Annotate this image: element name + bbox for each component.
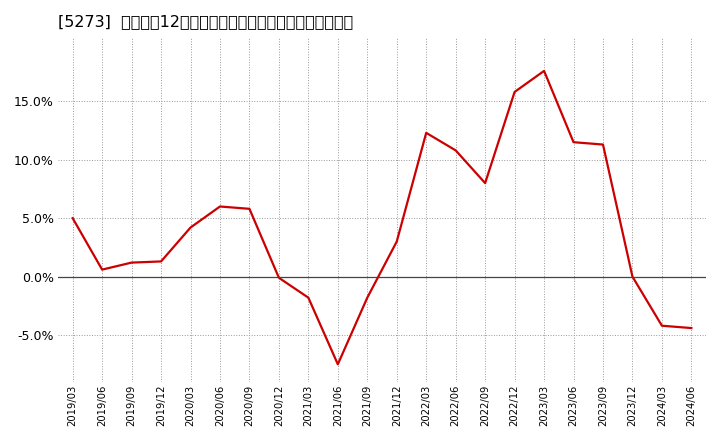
- Text: [5273]  売上高の12か月移動合計の対前年同期増減率の推移: [5273] 売上高の12か月移動合計の対前年同期増減率の推移: [58, 14, 354, 29]
